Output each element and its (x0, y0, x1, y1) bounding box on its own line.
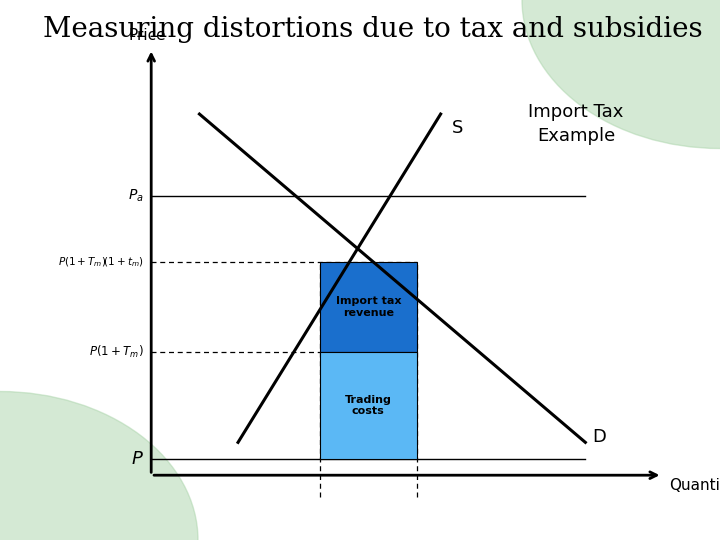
Text: $P\left(1+T_m\right)$: $P\left(1+T_m\right)$ (89, 344, 144, 360)
Ellipse shape (0, 392, 198, 540)
Text: D: D (593, 428, 606, 446)
Bar (320, 352, 417, 459)
Text: Import tax
revenue: Import tax revenue (336, 296, 401, 318)
Text: Trading
costs: Trading costs (345, 395, 392, 416)
Text: Import Tax
Example: Import Tax Example (528, 103, 624, 145)
Ellipse shape (522, 0, 720, 148)
Text: Quantity: Quantity (670, 478, 720, 493)
Text: S: S (451, 119, 463, 138)
Text: $P\left(1+T_m\right)\!\left(1+t_m\right)$: $P\left(1+T_m\right)\!\left(1+t_m\right)… (58, 255, 144, 268)
Text: Price: Price (129, 28, 166, 43)
Text: Measuring distortions due to tax and subsidies: Measuring distortions due to tax and sub… (43, 16, 703, 43)
Bar (320, 262, 417, 352)
Text: $\mathbf{\mathit{P}}$: $\mathbf{\mathit{P}}$ (131, 450, 144, 468)
Text: $P_a$: $P_a$ (128, 188, 144, 204)
